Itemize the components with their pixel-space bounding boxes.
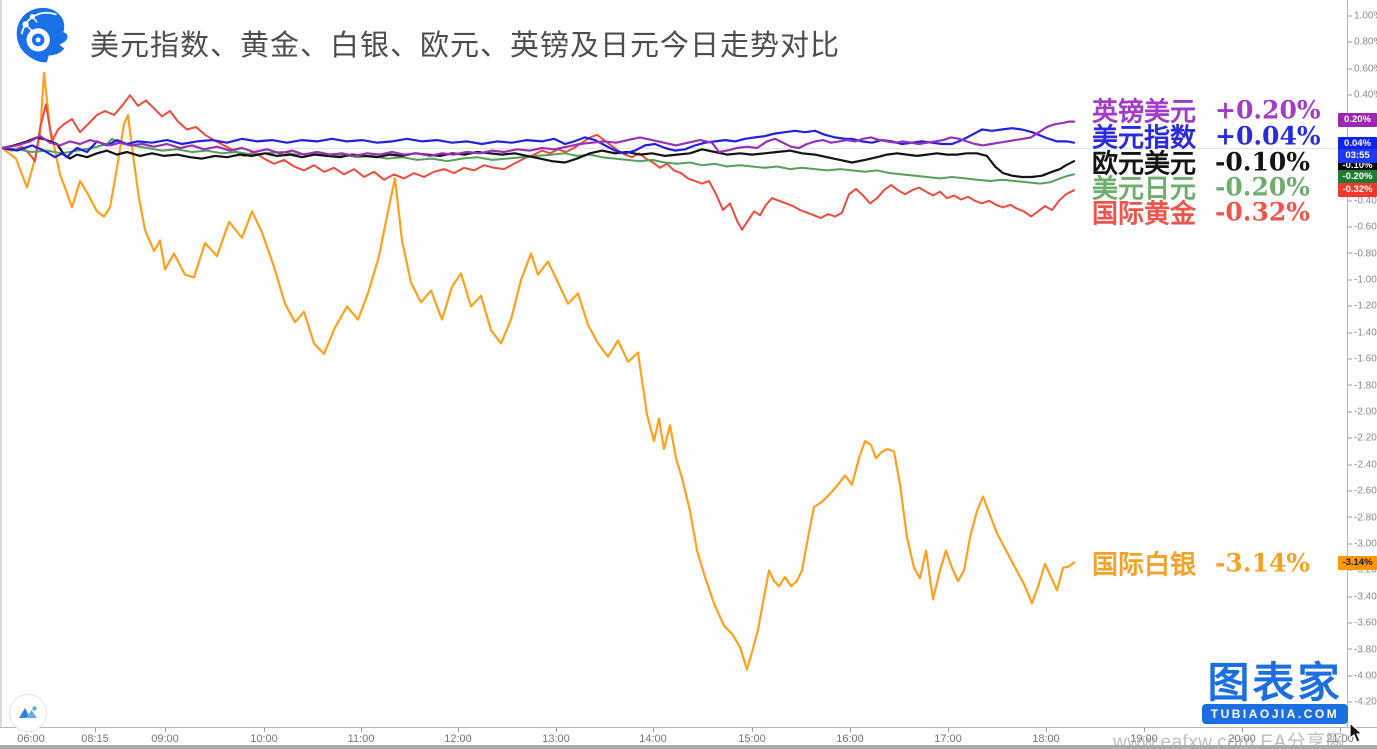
time-tick [850, 728, 851, 732]
legend-label-3: 美元日元 [1092, 173, 1197, 204]
legend-label-4: 国际黄金 [1092, 198, 1197, 229]
series-line-usd-index [2, 127, 1076, 159]
time-tick [1242, 728, 1243, 732]
legend-value-0: +0.20% [1215, 95, 1321, 125]
time-label-19:00: 19:00 [1130, 733, 1158, 745]
time-label-17:00: 17:00 [934, 733, 962, 745]
price-tick-label: 0.60% [1348, 63, 1377, 74]
time-tick [1340, 728, 1341, 732]
price-tick-label: -1.60% [1348, 354, 1377, 365]
price-badge-0.20%: 0.20% [1338, 113, 1377, 127]
time-tick [752, 728, 753, 732]
price-tick-label: 0.40% [1348, 90, 1377, 101]
time-label-15:00: 15:00 [738, 733, 766, 745]
series-line-eurusd [2, 136, 1076, 179]
price-tick-label: -4.00% [1348, 671, 1377, 682]
time-label-10:00: 10:00 [250, 733, 278, 745]
price-badge-0.04%: 0.04% [1338, 137, 1377, 151]
mountain-chart-icon [19, 706, 37, 718]
price-tick-label: -3.80% [1348, 644, 1377, 655]
time-scale[interactable]: 06:00 08:15 09:00 10:00 11:00 12:00 13:00 14:00… [0, 727, 1377, 749]
price-tick-label: -0.60% [1348, 222, 1377, 233]
zero-gridline [2, 148, 1349, 149]
tubiaojia-domain-banner: TUBIAOJIA.COM [1202, 704, 1348, 724]
time-label-14:00: 14:00 [639, 733, 667, 745]
price-tick-label: -0.40% [1348, 195, 1377, 206]
legend-label-2: 欧元美元 [1092, 148, 1197, 179]
price-tick-label: -1.40% [1348, 327, 1377, 338]
time-tick [556, 728, 557, 732]
time-label-09:00: 09:00 [151, 733, 179, 745]
price-tick-label: -2.40% [1348, 459, 1377, 470]
price-tick-label: 1.00% [1348, 11, 1377, 22]
price-tick-label: -2.00% [1348, 407, 1377, 418]
time-tick [948, 728, 949, 732]
legend-value-2: -0.10% [1215, 147, 1311, 177]
plot-area[interactable]: 英镑美元 +0.20% 美元指数 +0.04% 欧元美元 -0.10% 美元日元 -0.20%… [0, 0, 1349, 727]
legend-label-1: 美元指数 [1092, 122, 1197, 153]
time-label-16:00: 16:00 [836, 733, 864, 745]
legend-value-4: -0.32% [1215, 197, 1311, 227]
time-tick [458, 728, 459, 732]
series-line-silver [2, 71, 1076, 671]
price-tick-label: -2.60% [1348, 486, 1377, 497]
time-label-13:00: 13:00 [542, 733, 570, 745]
robot-head-logo-icon [16, 7, 68, 63]
legend-label-0: 英镑美元 [1092, 96, 1197, 127]
price-badge--3.14%: -3.14% [1338, 556, 1377, 570]
tubiaojia-logo-text: 图表家 [1207, 659, 1343, 706]
time-label-20:00: 20:00 [1228, 733, 1256, 745]
price-tick-label: -2.20% [1348, 433, 1377, 444]
time-label-11:00: 11:00 [347, 733, 375, 745]
price-tick-label: -0.80% [1348, 248, 1377, 259]
price-badge-03:55: 03:55 [1338, 148, 1377, 163]
time-label-12:00: 12:00 [444, 733, 472, 745]
price-badge--0.20%: -0.20% [1338, 170, 1377, 184]
price-tick-label: -3.40% [1348, 591, 1377, 602]
legend-value-3: -0.20% [1215, 172, 1311, 202]
page-title: 美元指数、黄金、白银、欧元、英镑及日元今日走势对比 [90, 30, 841, 62]
time-tick [264, 728, 265, 732]
series-line-gbpusd [2, 120, 1076, 157]
price-tick-label: -1.80% [1348, 380, 1377, 391]
price-lines-svg [2, 71, 1076, 671]
time-label-06:00: 06:00 [17, 733, 45, 745]
legend-value-5: -3.14% [1215, 548, 1311, 578]
time-tick [361, 728, 362, 732]
time-label-21:00: 21:00 [1326, 733, 1354, 745]
header: 美元指数、黄金、白银、欧元、英镑及日元今日走势对比 [0, 0, 1100, 70]
time-tick [1144, 728, 1145, 732]
price-tick-label: -1.20% [1348, 301, 1377, 312]
time-tick [95, 728, 96, 732]
snapshot-button[interactable] [9, 694, 47, 732]
watermark-text: www.eafxw.com EA分享网 [1113, 732, 1346, 749]
price-tick-label: -3.60% [1348, 618, 1377, 629]
series-line-gold [2, 94, 1075, 231]
time-tick [1046, 728, 1047, 732]
time-label-18:00: 18:00 [1032, 733, 1060, 745]
tubiaojia-logo: 图表家 TUBIAOJIA.COM [1202, 659, 1348, 724]
price-tick-label: -1.00% [1348, 275, 1377, 286]
legend-label-5: 国际白银 [1092, 549, 1197, 580]
price-tick-label: 0.80% [1348, 37, 1377, 48]
mouse-cursor-icon [1349, 722, 1364, 743]
price-badge--0.32%: -0.32% [1338, 183, 1377, 197]
price-tick-label: -2.80% [1348, 512, 1377, 523]
price-tick-label: -3.20% [1348, 565, 1377, 576]
legend-value-1: +0.04% [1215, 121, 1321, 151]
price-tick-label: -4.20% [1348, 697, 1377, 708]
bottom-scrollbar[interactable] [0, 745, 1377, 749]
time-tick [653, 728, 654, 732]
time-label-08:15: 08:15 [81, 733, 109, 745]
time-tick [165, 728, 166, 732]
price-tick-label: -3.00% [1348, 539, 1377, 550]
